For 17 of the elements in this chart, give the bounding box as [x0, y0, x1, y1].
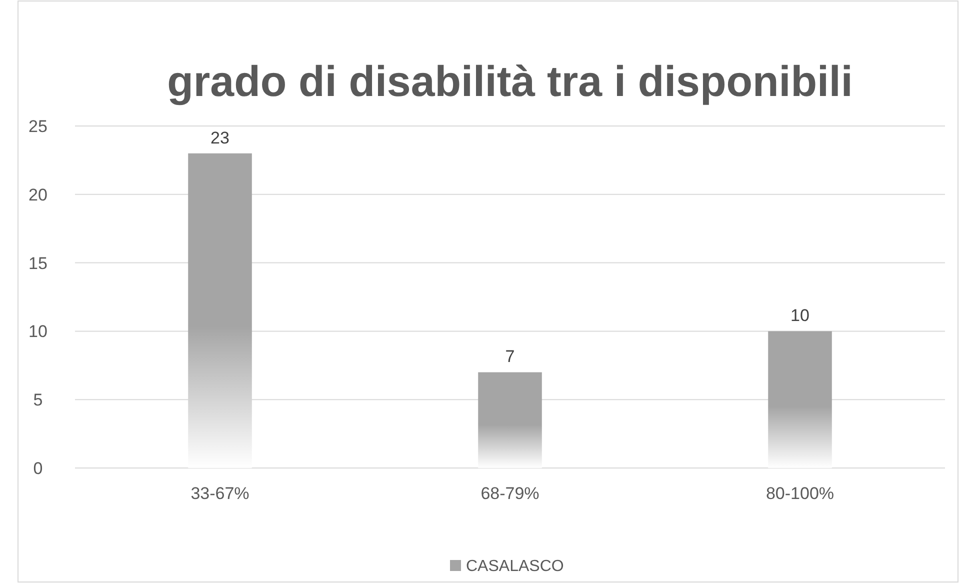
data-label: 7	[505, 347, 515, 366]
y-tick-label: 25	[28, 116, 48, 136]
y-tick-label: 20	[28, 185, 48, 204]
bar	[188, 153, 252, 468]
bar	[768, 331, 832, 468]
x-tick-label: 68-79%	[480, 484, 540, 503]
data-label: 10	[790, 306, 810, 326]
y-tick-label: 5	[33, 390, 43, 410]
y-tick-label: 10	[28, 322, 48, 342]
bar	[478, 372, 542, 468]
data-label: 23	[210, 128, 230, 148]
y-tick-label: 15	[28, 254, 48, 273]
x-tick-label: 33-67%	[190, 484, 250, 503]
y-tick-label: 0	[33, 458, 43, 478]
legend-label: CASALASCO	[466, 558, 564, 575]
chart-title: grado di disabilità tra i disponibili	[167, 58, 853, 106]
x-tick-label: 80-100%	[766, 484, 834, 503]
